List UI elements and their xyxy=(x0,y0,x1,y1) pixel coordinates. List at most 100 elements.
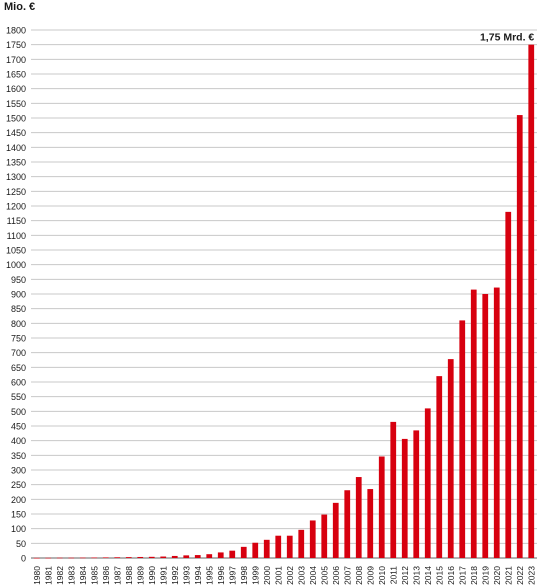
y-tick-label: 950 xyxy=(11,275,26,285)
x-tick-label: 1990 xyxy=(147,566,157,585)
y-tick-label: 300 xyxy=(11,466,26,476)
y-tick-label: 400 xyxy=(11,436,26,446)
x-tick-label: 1985 xyxy=(89,566,99,585)
y-tick-label: 1300 xyxy=(6,172,26,182)
bar xyxy=(263,539,270,558)
x-tick-label: 2003 xyxy=(296,566,306,585)
y-tick-label: 900 xyxy=(11,290,26,300)
x-tick-label: 2022 xyxy=(515,566,525,585)
bar xyxy=(493,287,500,558)
bar xyxy=(344,490,351,558)
x-tick-label: 1983 xyxy=(66,566,76,585)
y-tick-label: 1150 xyxy=(7,216,26,226)
y-tick-label: 1500 xyxy=(6,114,26,124)
x-tick-label: 2012 xyxy=(400,566,410,585)
y-tick-label: 1450 xyxy=(6,128,26,138)
bar xyxy=(505,211,512,558)
x-tick-label: 1993 xyxy=(181,566,191,585)
bar xyxy=(79,557,86,559)
bar xyxy=(413,430,420,558)
y-tick-label: 1700 xyxy=(6,55,26,65)
x-tick-label: 2005 xyxy=(319,566,329,585)
y-tick-label: 500 xyxy=(11,407,26,417)
bar xyxy=(332,502,339,558)
y-tick-label: 200 xyxy=(11,495,26,505)
x-tick-label: 1999 xyxy=(250,566,260,585)
x-tick-label: 2016 xyxy=(446,566,456,585)
y-tick-label: 650 xyxy=(11,363,26,373)
bar xyxy=(91,557,98,559)
bar xyxy=(298,529,305,558)
bars xyxy=(33,44,535,559)
y-tick-label: 850 xyxy=(11,304,26,314)
x-tick-label: 2020 xyxy=(492,566,502,585)
bar xyxy=(183,555,190,558)
bar xyxy=(516,115,523,559)
x-tick-label: 1982 xyxy=(55,566,65,585)
x-tick-label: 1981 xyxy=(43,566,53,585)
x-tick-label: 2015 xyxy=(434,566,444,585)
y-tick-label: 1350 xyxy=(6,158,26,168)
x-tick-label: 2018 xyxy=(469,566,479,585)
bar xyxy=(390,421,397,558)
bar xyxy=(114,557,121,558)
y-tick-label: 1250 xyxy=(6,187,26,197)
x-tick-label: 2021 xyxy=(503,566,513,585)
y-tick-label: 550 xyxy=(11,392,26,402)
bar xyxy=(56,557,63,559)
y-tick-label: 1400 xyxy=(6,143,26,153)
x-tick-label: 1998 xyxy=(239,566,249,585)
y-tick-label: 1750 xyxy=(6,40,26,50)
x-tick-label: 1980 xyxy=(32,566,42,585)
x-tick-label: 1986 xyxy=(101,566,111,585)
bar xyxy=(528,44,535,558)
y-tick-label: 1100 xyxy=(7,231,26,241)
bar xyxy=(459,320,466,558)
y-axis-unit-label: Mio. € xyxy=(4,1,36,13)
x-tick-label: 1988 xyxy=(124,566,134,585)
bar xyxy=(45,557,52,559)
y-tick-label: 750 xyxy=(11,334,26,344)
x-tick-label: 2001 xyxy=(273,566,283,585)
bar xyxy=(229,550,236,558)
y-tick-label: 700 xyxy=(11,348,26,358)
y-tick-label: 1550 xyxy=(6,99,26,109)
x-tick-label: 2000 xyxy=(262,566,272,585)
y-tick-label: 450 xyxy=(11,422,26,432)
y-tick-label: 100 xyxy=(11,524,26,534)
bar xyxy=(171,555,178,558)
x-tick-label: 1989 xyxy=(135,566,145,585)
annotation-label: 1,75 Mrd. € xyxy=(480,32,534,44)
bar xyxy=(240,546,247,558)
bar xyxy=(148,556,155,558)
y-tick-label: 250 xyxy=(11,480,26,490)
x-tick-label: 2011 xyxy=(388,566,398,585)
y-tick-label: 50 xyxy=(16,539,26,549)
bar xyxy=(482,294,489,558)
x-tick-label: 2019 xyxy=(480,566,490,585)
bar xyxy=(355,477,362,558)
bar xyxy=(102,557,109,559)
bar xyxy=(470,289,477,558)
x-tick-label: 2008 xyxy=(354,566,364,585)
y-tick-label: 0 xyxy=(21,554,26,564)
bar xyxy=(33,557,40,559)
bar xyxy=(436,376,443,558)
bar xyxy=(68,557,75,559)
y-tick-label: 600 xyxy=(11,378,26,388)
x-tick-label: 2007 xyxy=(342,566,352,585)
bar xyxy=(217,552,224,558)
bar xyxy=(309,520,316,558)
y-tick-label: 800 xyxy=(11,319,26,329)
x-tick-label: 2006 xyxy=(331,566,341,585)
x-tick-label: 2017 xyxy=(457,566,467,585)
bar xyxy=(286,535,293,558)
x-tick-label: 1996 xyxy=(216,566,226,585)
y-tick-label: 1050 xyxy=(6,246,26,256)
y-axis-tick-labels: 0 50 100 150 200 250 300 350 400 450 500 550 600 650 7… xyxy=(6,26,26,564)
x-tick-label: 1991 xyxy=(158,566,168,585)
y-tick-label: 1000 xyxy=(6,260,26,270)
bar xyxy=(378,456,385,558)
bar xyxy=(275,535,282,558)
